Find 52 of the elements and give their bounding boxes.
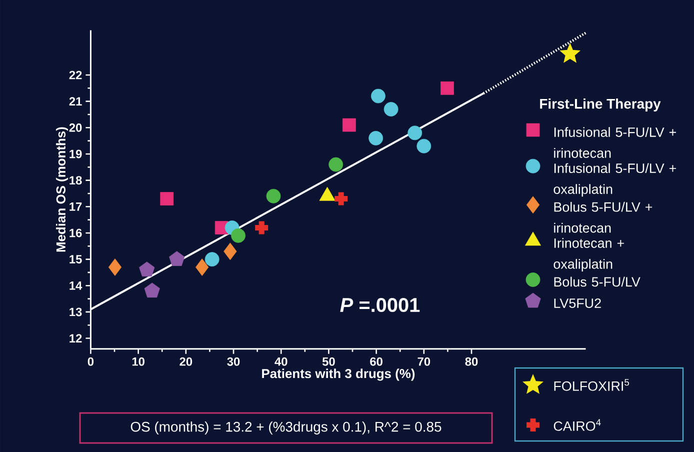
y-tick-label: 17	[70, 202, 82, 211]
legend-label: FOLFOXIRI$^{5}$	[554, 379, 630, 391]
point	[408, 126, 422, 140]
y-tick-label: 12	[70, 334, 82, 342]
x-tick-label: 20	[180, 357, 192, 366]
y-tick-label: 22	[69, 70, 82, 80]
y-tick-label: 18	[70, 176, 82, 185]
legend-label: LV5FU2	[554, 298, 601, 308]
point	[371, 88, 386, 104]
point	[231, 228, 246, 243]
point	[384, 102, 398, 116]
y-axis-title: Median OS (months)	[56, 127, 68, 252]
x-tick-label: 60	[370, 357, 382, 366]
point	[342, 118, 356, 132]
point	[160, 192, 174, 206]
legend-label: Irinotecan + oxaliplatin	[554, 238, 624, 272]
x-tick-label: 80	[465, 357, 478, 366]
y-tick-label: 16	[70, 228, 82, 238]
x-tick-label: 30	[227, 357, 240, 366]
annotation: P =.0001	[340, 298, 420, 312]
point	[144, 282, 160, 298]
x-tick-label: 50	[322, 357, 335, 366]
point	[108, 258, 122, 276]
x-tick-label: 70	[418, 357, 430, 366]
point	[224, 242, 237, 260]
point	[560, 44, 580, 62]
legend-label: Infusional 5-FU/LV + oxaliplatin	[554, 163, 676, 197]
x-axis-title: Patients with 3 drugs (%)	[262, 368, 415, 381]
y-tick-label: 13	[70, 308, 82, 316]
point	[196, 258, 209, 276]
point	[416, 138, 432, 154]
legend-label: CAIRO$^{4}$	[554, 419, 601, 431]
point	[440, 81, 454, 95]
x-tick-label: 40	[274, 357, 288, 366]
legend-label: Infusional 5-FU/LV + irinotecan	[554, 127, 676, 158]
point	[266, 188, 281, 204]
y-tick-label: 20	[69, 123, 82, 132]
y-tick-label: 15	[70, 255, 82, 264]
y-tick-label: 19	[70, 150, 82, 158]
y-tick-label: 14	[70, 282, 82, 290]
point	[204, 252, 220, 266]
y-tick-label: 21	[69, 97, 82, 106]
point	[139, 262, 155, 276]
legend-title: First-Line Therapy	[540, 98, 661, 112]
point	[368, 130, 384, 146]
x-tick-label: 10	[132, 357, 144, 366]
point	[328, 157, 344, 172]
point	[169, 251, 185, 266]
text: OS (months) = 13.2 + (%3drugs x 0.1), R^2 = 0.85	[130, 421, 442, 434]
legend-label: Bolus 5-FU/LV	[554, 276, 640, 287]
x-tick-label: 0	[88, 357, 94, 366]
legend-label: Bolus 5-FU/LV + irinotecan	[554, 202, 652, 233]
